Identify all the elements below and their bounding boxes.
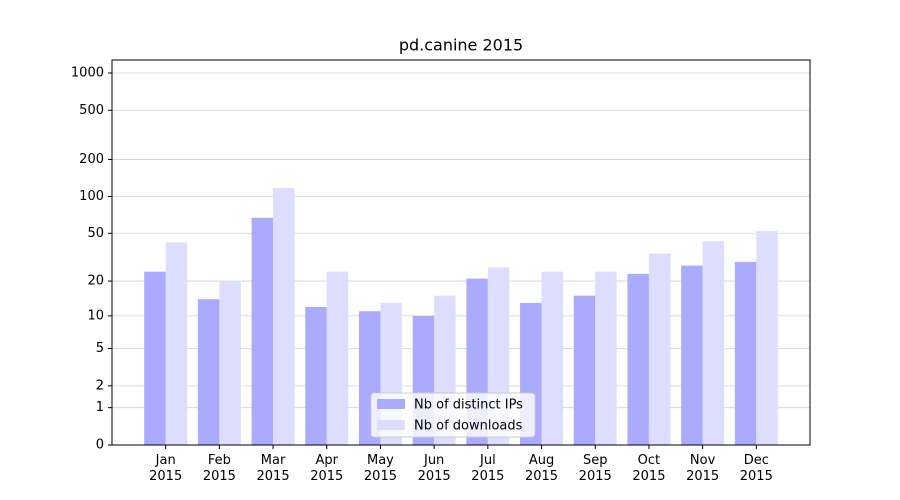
x-tick-label: Feb 2015 (202, 453, 236, 484)
plot-frame (111, 59, 811, 446)
x-tick-label: Nov 2015 (686, 453, 720, 484)
bar (144, 271, 166, 445)
legend-label: Nb of downloads (414, 419, 523, 434)
legend-label: Nb of distinct IPs (414, 398, 523, 413)
bar (273, 188, 295, 445)
y-tick-label: 10 (87, 308, 104, 323)
y-tick-label: 1 (96, 400, 104, 415)
x-tick-label: Aug 2015 (524, 453, 559, 484)
bar (541, 271, 564, 445)
legend-box (370, 392, 536, 438)
bar (702, 241, 725, 445)
x-tick-label: Dec 2015 (739, 453, 773, 484)
y-tick-label: 50 (87, 226, 104, 241)
bar (305, 306, 327, 445)
bar (197, 299, 220, 445)
bar (681, 265, 703, 445)
x-tick-label: Oct 2015 (632, 453, 666, 484)
chart-title: pd.canine 2015 (399, 36, 523, 55)
bar (734, 261, 757, 445)
y-tick-label: 0 (96, 438, 104, 453)
x-tick-label: May 2015 (363, 453, 397, 484)
bar (756, 231, 778, 445)
y-tick-label: 200 (79, 152, 104, 167)
y-tick-label: 100 (79, 189, 104, 204)
legend: Nb of distinct IPs Nb of downloads (370, 392, 536, 438)
bar (219, 281, 241, 445)
x-tick-label: Apr 2015 (310, 453, 344, 484)
legend-swatch (377, 420, 405, 430)
bar (165, 242, 188, 445)
x-tick-label: Jan 2015 (149, 453, 183, 484)
legend-swatch (377, 399, 405, 409)
x-tick-label: Sep 2015 (578, 453, 612, 484)
y-tick-label: 5 (96, 341, 104, 356)
y-tick-label: 2 (96, 378, 104, 393)
bar (326, 271, 349, 445)
x-tick-label: Jun 2015 (417, 453, 451, 484)
x-tick-label: Jul 2015 (471, 453, 505, 484)
bar (573, 295, 596, 445)
x-tick-label: Mar 2015 (256, 453, 290, 484)
y-tick-label: 500 (79, 103, 104, 118)
bar (627, 273, 649, 445)
bar (648, 253, 671, 445)
bar (251, 217, 274, 445)
y-tick-label: 1000 (71, 65, 104, 80)
bar (595, 271, 617, 445)
y-tick-label: 20 (87, 274, 104, 289)
